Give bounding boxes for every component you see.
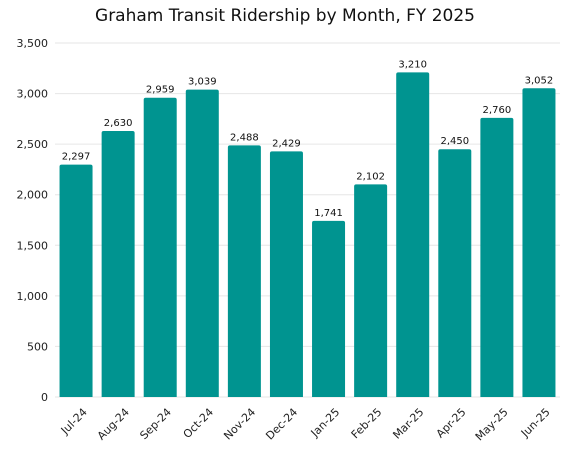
bar [312, 220, 346, 397]
x-tick-label: Mar-25 [390, 406, 426, 442]
chart-title: Graham Transit Ridership by Month, FY 20… [95, 6, 475, 26]
y-tick-label: 3,500 [17, 37, 49, 50]
bar [101, 130, 135, 397]
data-label: 2,450 [440, 136, 469, 147]
bar [522, 88, 556, 397]
bar [269, 151, 303, 397]
y-tick-label: 2,500 [17, 138, 49, 151]
bars [59, 72, 556, 398]
data-label: 3,052 [525, 75, 554, 86]
y-tick-label: 3,000 [17, 88, 49, 101]
x-tick-label: Jul-24 [58, 406, 90, 438]
y-tick-label: 1,000 [17, 290, 49, 303]
x-tick-label: Nov-24 [221, 406, 258, 443]
bar [354, 184, 388, 397]
x-tick-label: Apr-25 [434, 406, 469, 441]
x-tick-label: Dec-24 [263, 406, 300, 443]
data-label: 3,210 [398, 59, 427, 70]
gridlines [55, 42, 560, 398]
data-label: 2,102 [356, 171, 385, 182]
bar [480, 117, 514, 398]
bar [185, 89, 219, 397]
data-label: 2,429 [272, 138, 301, 149]
x-tick-label: Aug-24 [95, 406, 132, 443]
data-labels: 2,297 2,630 2,959 3,039 2,488 2,429 1,741 2,102… [62, 59, 554, 219]
data-label: 2,297 [62, 152, 91, 163]
bar [227, 145, 261, 397]
bar [59, 164, 93, 397]
bar [438, 149, 472, 397]
x-tick-label: Sep-24 [137, 406, 174, 443]
bar [143, 97, 177, 397]
data-label: 3,039 [188, 77, 217, 88]
x-tick-label: May-25 [473, 406, 511, 444]
x-tick-label: Feb-25 [349, 406, 385, 442]
y-tick-label: 0 [41, 391, 48, 404]
data-label: 2,959 [146, 85, 175, 96]
y-tick-label: 500 [27, 340, 48, 353]
bar [396, 72, 430, 398]
data-label: 2,630 [104, 118, 133, 129]
y-tick-label: 1,500 [17, 239, 49, 252]
data-label: 2,760 [483, 105, 512, 116]
x-tick-label: Jun-25 [518, 406, 553, 441]
y-axis-ticks: 0 500 1,000 1,500 2,000 2,500 3,000 3,500 [17, 37, 49, 404]
data-label: 1,741 [314, 208, 343, 219]
x-tick-label: Oct-24 [181, 406, 216, 441]
x-axis-ticks: Jul-24 Aug-24 Sep-24 Oct-24 Nov-24 Dec-24 Jan-… [58, 406, 553, 444]
x-tick-label: Jan-25 [308, 406, 343, 441]
y-tick-label: 2,000 [17, 189, 49, 202]
data-label: 2,488 [230, 132, 259, 143]
